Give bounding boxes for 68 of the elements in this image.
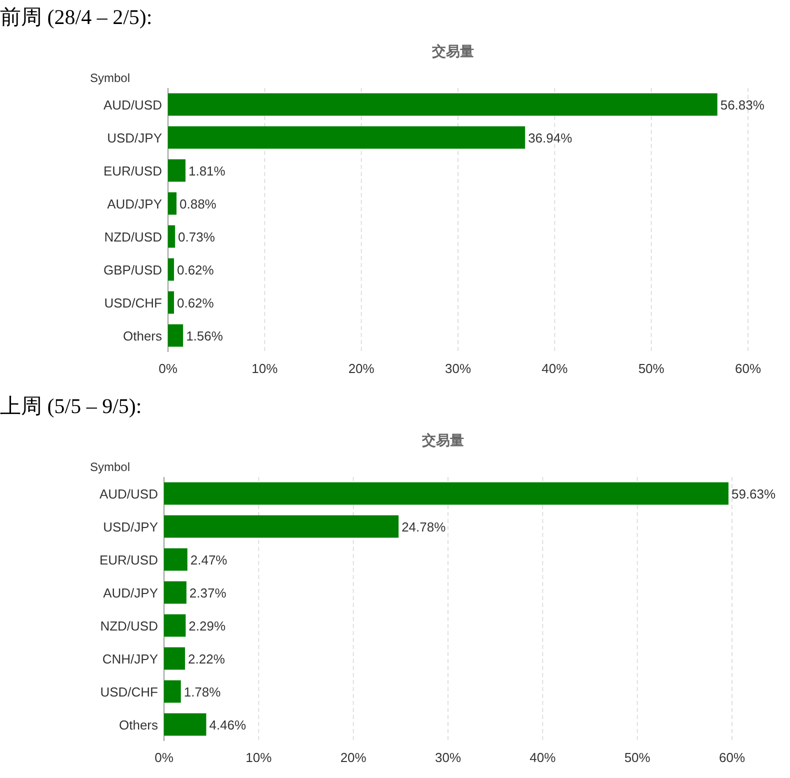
chart-subtitle: 交易量	[431, 43, 474, 59]
bar	[168, 192, 177, 215]
y-tick-label: CNH/JPY	[102, 652, 158, 666]
data-label: 2.29%	[188, 618, 226, 634]
bar	[164, 581, 186, 604]
bar	[164, 614, 186, 637]
bar	[168, 93, 718, 116]
y-tick-label: USD/CHF	[104, 296, 162, 310]
y-tick-label: USD/CHF	[100, 684, 158, 700]
y-tick-label: USD/JPY	[103, 520, 158, 534]
x-tick-label: 0%	[158, 361, 178, 376]
y-tick-label: AUD/JPY	[103, 586, 158, 600]
bar	[168, 258, 174, 281]
y-axis-title: Symbol	[90, 460, 130, 474]
x-tick-label: 60%	[718, 750, 746, 765]
x-tick-label: 40%	[530, 750, 556, 765]
bar	[168, 126, 526, 149]
y-tick-label: AUD/USD	[103, 98, 162, 112]
bar	[164, 548, 188, 571]
data-label: 2.37%	[189, 586, 227, 600]
y-tick-label: EUR/USD	[103, 164, 162, 178]
bar	[164, 713, 206, 736]
data-label: 24.78%	[402, 520, 446, 534]
y-tick-label: USD/JPY	[107, 130, 162, 146]
x-tick-label: 50%	[638, 361, 665, 376]
data-label: 0.62%	[176, 296, 214, 310]
y-tick-label: GBP/USD	[103, 262, 162, 278]
data-label: 4.46%	[209, 718, 247, 732]
x-tick-label: 10%	[246, 750, 272, 765]
x-tick-label: 20%	[340, 750, 367, 765]
chart-title: 上周 (5/5 – 9/5):	[0, 394, 142, 418]
y-tick-label: NZD/USD	[100, 618, 158, 634]
data-label: 1.56%	[186, 328, 224, 344]
bar	[168, 159, 186, 182]
x-tick-label: 60%	[734, 361, 762, 376]
bar	[168, 225, 176, 248]
data-label: 0.88%	[180, 196, 217, 212]
bar	[164, 515, 399, 538]
data-label: 0.73%	[178, 230, 216, 244]
y-tick-label: NZD/USD	[104, 230, 162, 244]
x-tick-label: 40%	[542, 361, 568, 376]
data-label: 2.47%	[190, 552, 228, 568]
bar	[164, 647, 186, 670]
x-tick-label: 20%	[348, 361, 375, 376]
chart-subtitle: 交易量	[421, 432, 464, 448]
data-label: 0.62%	[176, 262, 214, 278]
y-tick-label: Others	[118, 718, 158, 732]
bar	[164, 680, 181, 703]
data-label: 1.81%	[188, 164, 226, 178]
y-tick-label: EUR/USD	[99, 552, 158, 568]
x-tick-label: 0%	[154, 750, 174, 765]
data-label: 56.83%	[720, 98, 765, 112]
data-label: 36.94%	[528, 130, 573, 146]
y-tick-label: Others	[122, 328, 162, 344]
data-label: 59.63%	[731, 486, 776, 502]
bar	[164, 482, 728, 505]
y-tick-label: AUD/USD	[99, 486, 158, 502]
y-tick-label: AUD/JPY	[107, 196, 162, 212]
data-label: 1.78%	[184, 684, 222, 700]
data-label: 2.22%	[188, 652, 226, 666]
x-tick-label: 30%	[434, 750, 462, 765]
chart-title: 前周 (28/4 – 2/5):	[0, 5, 152, 29]
y-axis-title: Symbol	[90, 71, 130, 85]
bar	[168, 291, 174, 314]
bar	[168, 324, 184, 347]
x-tick-label: 50%	[624, 750, 651, 765]
x-tick-label: 10%	[252, 361, 278, 376]
x-tick-label: 30%	[444, 361, 472, 376]
